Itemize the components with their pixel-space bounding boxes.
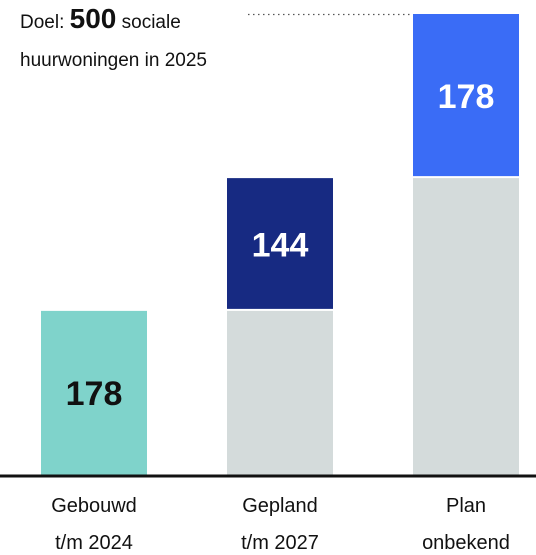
data-label-3: 178 (438, 78, 495, 116)
category-label-2-line-2: t/m 2027 (241, 532, 319, 554)
base-bar-2 (227, 310, 333, 475)
data-label-1: 178 (66, 375, 123, 413)
category-label-3-line-2: onbekend (422, 532, 510, 554)
goal-value: 500 (69, 3, 117, 34)
category-label-2-line-1: Gepland (242, 495, 318, 517)
base-bar-3 (413, 178, 519, 475)
goal-annotation: Doel: 500 sociale huurwoningen in 2025 (20, 0, 280, 80)
data-label-2: 144 (252, 227, 309, 265)
category-label-1-line-1: Gebouwd (51, 495, 137, 517)
value-bar-2 (227, 178, 333, 309)
category-label-3-line-1: Plan (446, 495, 486, 517)
value-bar-3 (413, 14, 519, 177)
goal-line2: huurwoningen in 2025 (20, 50, 207, 71)
value-bar-1 (41, 310, 147, 475)
goal-suffix: sociale (121, 12, 181, 33)
category-label-1-line-2: t/m 2024 (55, 532, 133, 554)
goal-prefix: Doel: (20, 12, 65, 33)
